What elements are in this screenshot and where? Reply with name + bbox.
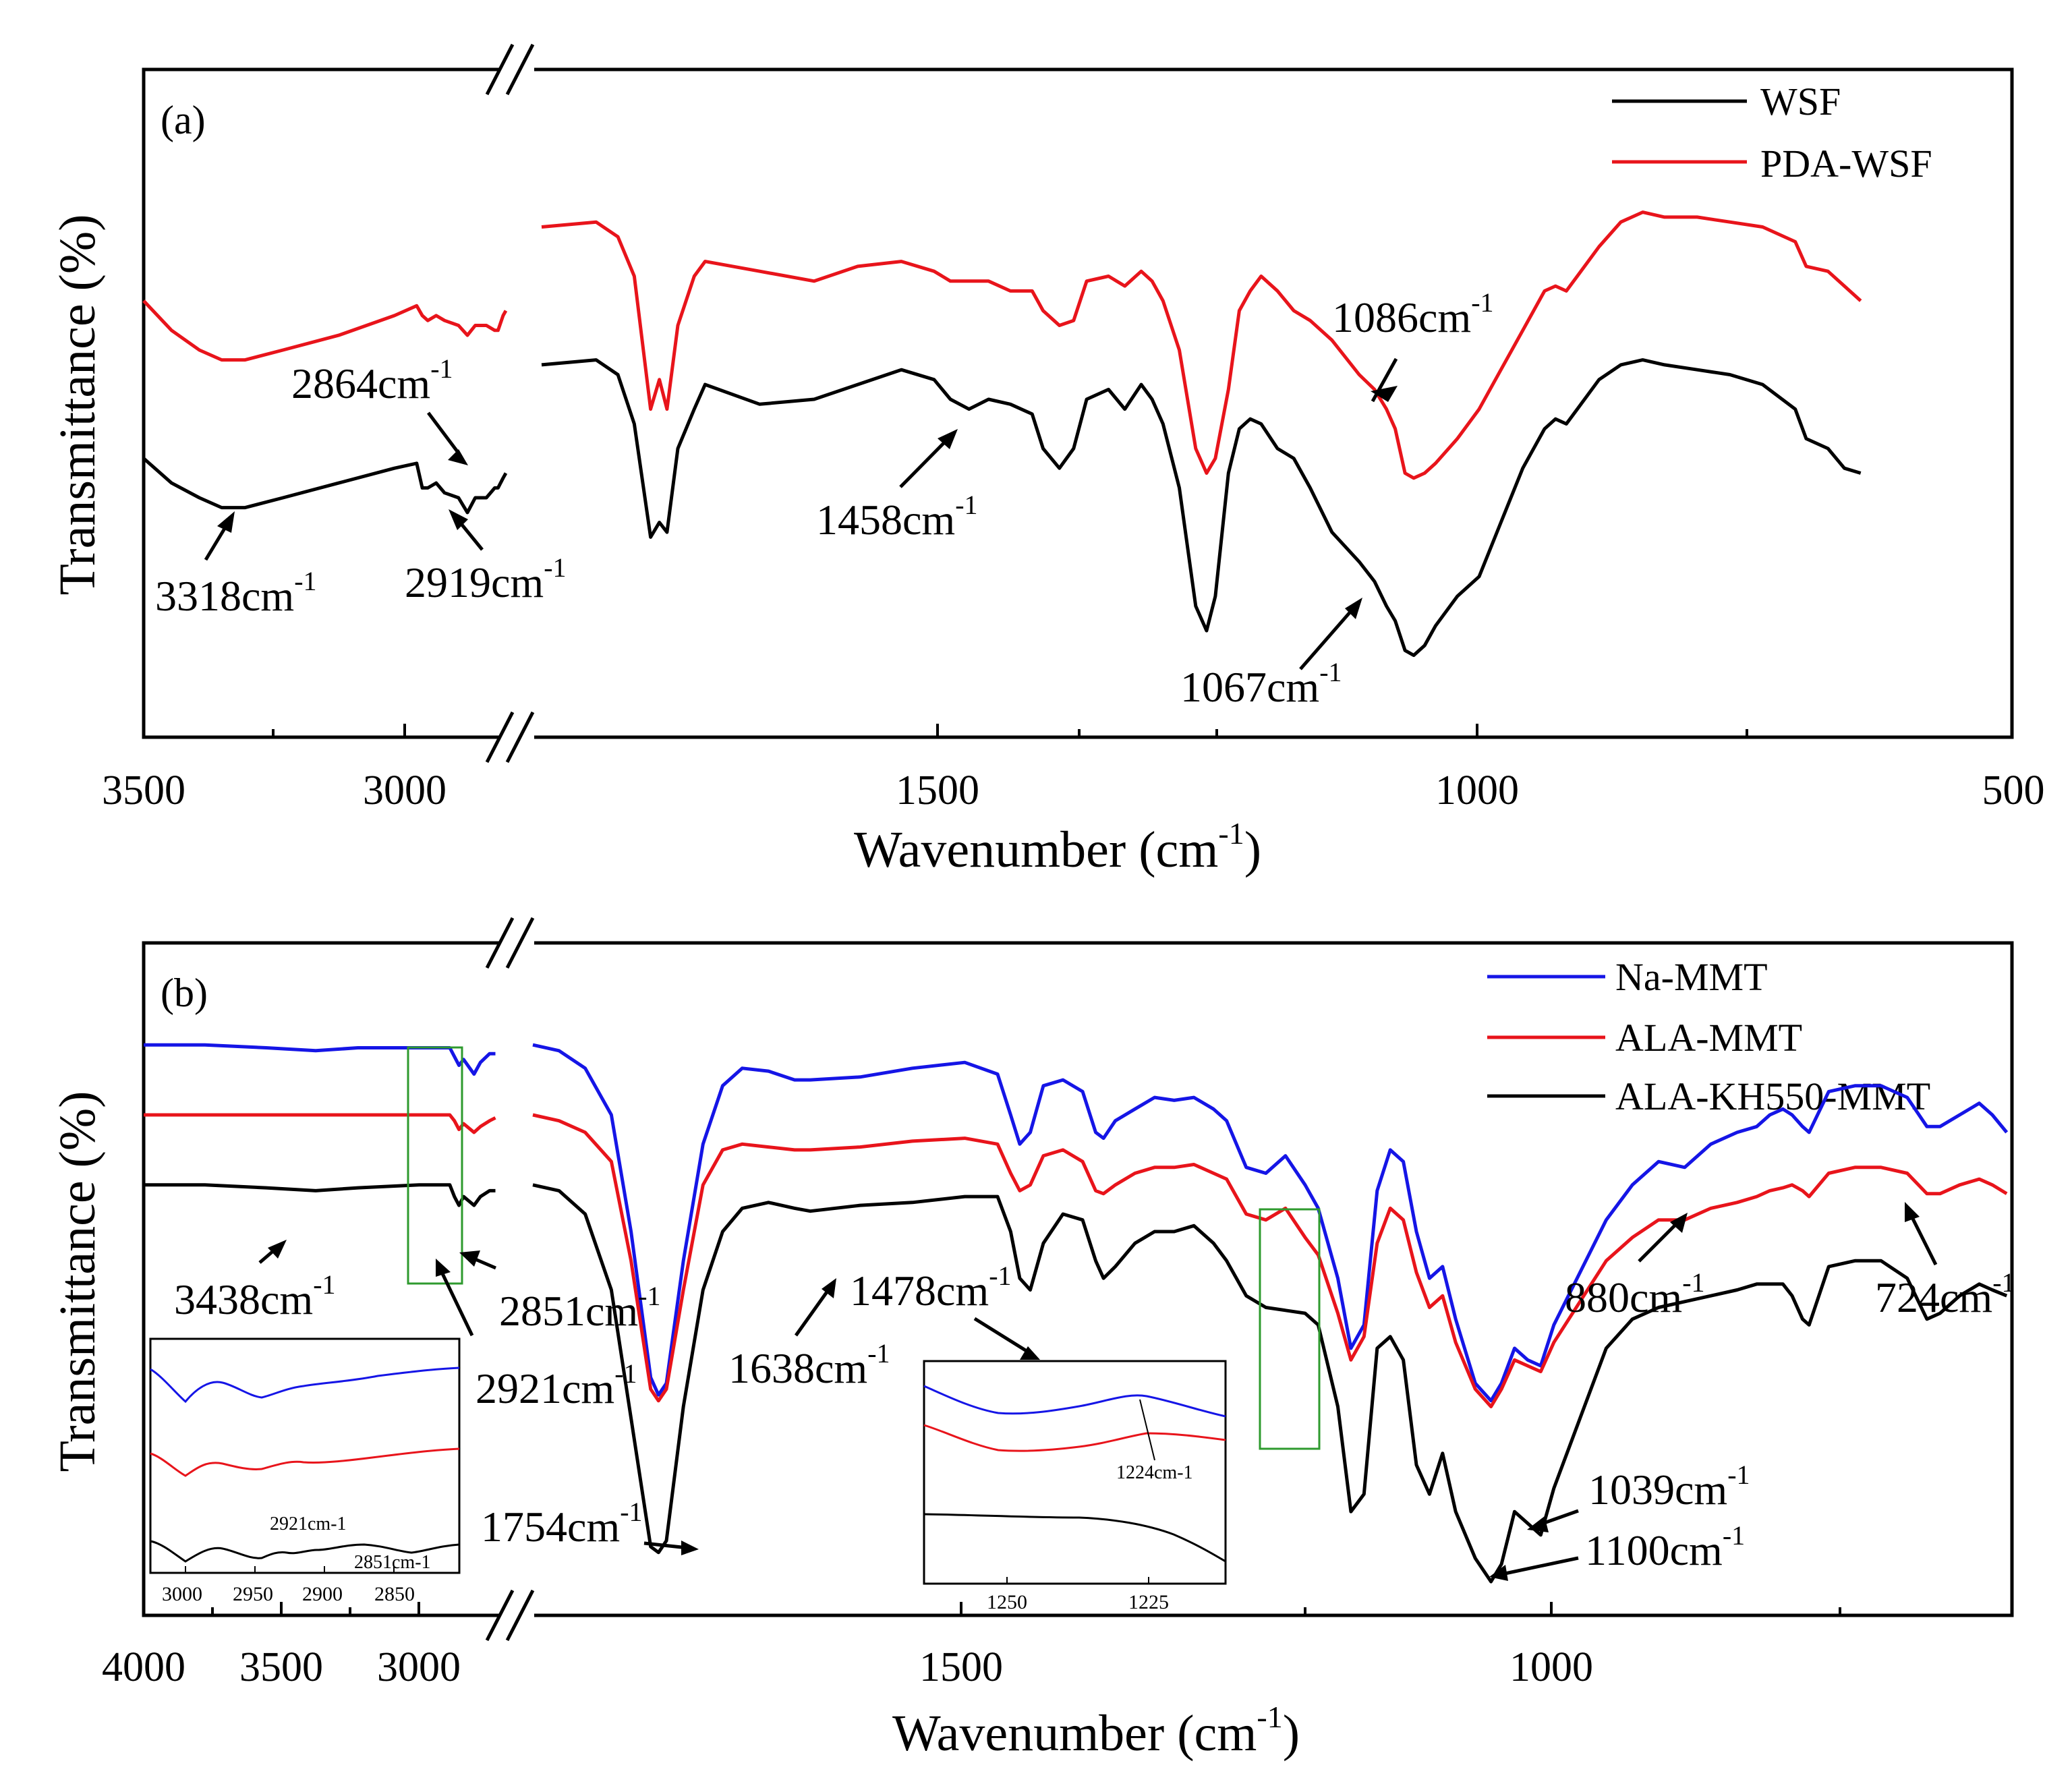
b-ann-1478: 1478cm-1 bbox=[850, 1261, 1012, 1315]
inset-1224: 1250 1225 1224cm-1 bbox=[923, 1360, 1227, 1613]
series-line-ala-kh550-mmt bbox=[144, 1183, 2008, 1584]
a-tick-1500: 1500 bbox=[896, 768, 979, 813]
inset-1-tick-2850: 2850 bbox=[374, 1583, 415, 1605]
axis-break-mark-top bbox=[485, 917, 535, 969]
a-y-axis-title: Transmittance (%) bbox=[49, 214, 106, 596]
inset-1-ticks bbox=[185, 1566, 395, 1573]
panel-b-ticks bbox=[142, 1602, 1841, 1615]
inset-2-pointer bbox=[1139, 1399, 1155, 1461]
b-tick-3000: 3000 bbox=[377, 1644, 461, 1690]
inset-1-line-blue bbox=[150, 1366, 460, 1404]
a-annotations bbox=[204, 357, 1398, 670]
inset-high-wavenumber: 3000 2950 2900 2850 2921cm-1 2851cm-1 bbox=[149, 1337, 461, 1605]
panel-a: 3500 3000 1500 1000 500 Wavenumber (cm-1… bbox=[49, 43, 2045, 878]
b-legend-label-na-mmt: Na-MMT bbox=[1615, 955, 1768, 999]
b-ann-1754: 1754cm-1 bbox=[481, 1497, 643, 1551]
panel-b-tick-labels: 4000 3500 3000 1500 1000 bbox=[102, 1644, 1593, 1690]
inset-1-line-red bbox=[150, 1447, 460, 1477]
inset-1-label-2921: 2921cm-1 bbox=[270, 1514, 347, 1534]
series-line-na-mmt bbox=[144, 1043, 2009, 1403]
a-tick-3500: 3500 bbox=[102, 768, 185, 813]
panel-a-tick-labels: 3500 3000 1500 1000 500 bbox=[102, 768, 2045, 813]
b-ann-3438: 3438cm-1 bbox=[174, 1269, 336, 1323]
inset-2-tick-1225: 1225 bbox=[1128, 1591, 1169, 1613]
a-tick-3000: 3000 bbox=[363, 768, 447, 813]
b-tick-1500: 1500 bbox=[919, 1644, 1003, 1690]
a-legend: WSF PDA-WSF bbox=[1612, 80, 1932, 185]
inset-2-tick-1250: 1250 bbox=[987, 1591, 1027, 1613]
a-ann-1458: 1458cm-1 bbox=[816, 490, 978, 544]
inset-1-label-2851: 2851cm-1 bbox=[354, 1552, 431, 1573]
a-ann-1067: 1067cm-1 bbox=[1180, 657, 1342, 711]
b-ann-880: 880cm-1 bbox=[1565, 1267, 1705, 1321]
inset-2-line-blue bbox=[923, 1385, 1226, 1418]
b-ann-2921: 2921cm-1 bbox=[476, 1358, 637, 1412]
panel-b-frame bbox=[142, 941, 2014, 1617]
inset-1-line-black bbox=[150, 1540, 460, 1563]
panel-b: 4000 3500 3000 1500 1000 Wavenumber (cm-… bbox=[49, 917, 2015, 1762]
b-panel-label: (b) bbox=[161, 971, 208, 1015]
a-ann-3318: 3318cm-1 bbox=[155, 566, 317, 620]
inset-1-tick-3000: 3000 bbox=[162, 1583, 202, 1605]
a-ann-2864: 2864cm-1 bbox=[291, 353, 453, 407]
axis-break-mark-bottom bbox=[485, 1589, 535, 1642]
inset-2-ticks bbox=[1006, 1577, 1149, 1584]
series-line-ala-mmt bbox=[144, 1113, 2008, 1408]
b-ann-2851: 2851cm-1 bbox=[499, 1281, 661, 1335]
a-tick-1000: 1000 bbox=[1435, 768, 1519, 813]
series-line-pda-wsf bbox=[142, 210, 1862, 480]
panel-a-ticks bbox=[142, 724, 1748, 737]
b-tick-3500: 3500 bbox=[239, 1644, 323, 1690]
b-x-axis-title: Wavenumber (cm-1) bbox=[892, 1700, 1300, 1762]
a-legend-label-wsf: WSF bbox=[1760, 80, 1841, 123]
inset-2-label-1224: 1224cm-1 bbox=[1116, 1462, 1193, 1483]
b-ann-1039: 1039cm-1 bbox=[1588, 1460, 1750, 1514]
axis-break-mark-top bbox=[485, 43, 535, 96]
inset-2-line-red bbox=[923, 1424, 1226, 1452]
b-legend: Na-MMT ALA-MMT ALA-KH550-MMT bbox=[1487, 955, 1930, 1118]
a-tick-500: 500 bbox=[1982, 768, 2045, 813]
b-tick-4000: 4000 bbox=[102, 1644, 185, 1690]
a-panel-label: (a) bbox=[161, 98, 206, 142]
inset-1-frame bbox=[149, 1337, 461, 1574]
a-ann-1086: 1086cm-1 bbox=[1332, 287, 1494, 341]
b-legend-label-ala-mmt: ALA-MMT bbox=[1615, 1016, 1802, 1060]
b-tick-1000: 1000 bbox=[1509, 1644, 1593, 1690]
b-ann-1638: 1638cm-1 bbox=[728, 1338, 890, 1392]
highlight-box-1224 bbox=[1259, 1208, 1321, 1450]
highlight-box-ch-stretch bbox=[407, 1046, 463, 1285]
a-x-axis-title: Wavenumber (cm-1) bbox=[854, 816, 1261, 878]
inset-2-line-black bbox=[923, 1513, 1226, 1563]
inset-2-frame bbox=[923, 1360, 1227, 1585]
a-ann-2919: 2919cm-1 bbox=[405, 552, 567, 606]
series-line-wsf bbox=[142, 358, 1862, 658]
a-arrowheads bbox=[217, 386, 1398, 619]
b-arrowheads bbox=[268, 1202, 1920, 1581]
a-legend-label-pda-wsf: PDA-WSF bbox=[1760, 142, 1932, 185]
b-y-axis-title: Transmittance (%) bbox=[49, 1091, 106, 1472]
axis-break-mark-bottom bbox=[485, 711, 535, 764]
b-annotation-lines bbox=[258, 1209, 1938, 1577]
inset-1-tick-2950: 2950 bbox=[233, 1583, 273, 1605]
b-ann-724: 724cm-1 bbox=[1875, 1267, 2015, 1321]
b-legend-label-ala-kh550-mmt: ALA-KH550-MMT bbox=[1615, 1074, 1930, 1118]
b-ann-1100: 1100cm-1 bbox=[1585, 1520, 1745, 1574]
inset-1-tick-2900: 2900 bbox=[302, 1583, 343, 1605]
